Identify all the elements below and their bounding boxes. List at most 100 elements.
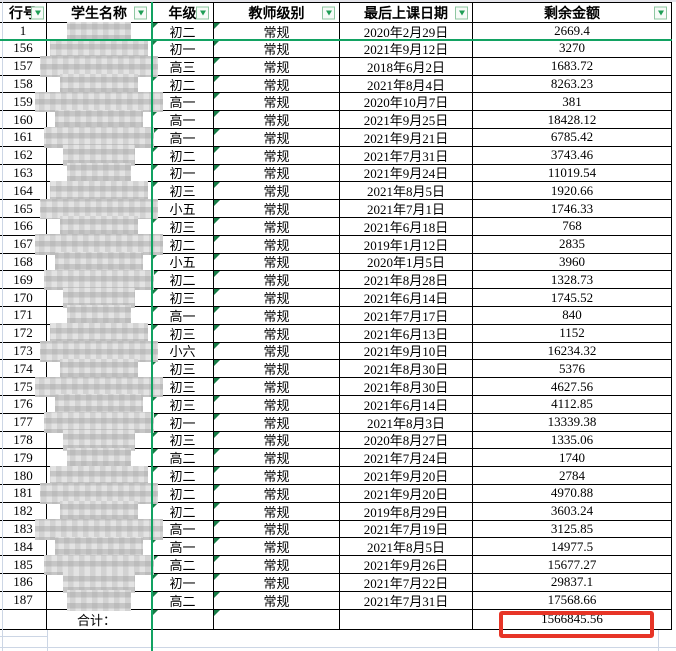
student-name-cell[interactable]	[44, 412, 154, 433]
remaining-amount-cell[interactable]: 16234.32	[473, 342, 672, 360]
teacher-level-cell[interactable]: 常规	[214, 520, 340, 537]
student-name-cell[interactable]	[47, 590, 152, 611]
last-class-date-cell[interactable]: 2021年8月5日	[340, 538, 473, 555]
student-name-cell[interactable]	[47, 74, 152, 95]
grade-cell[interactable]: 高三	[152, 57, 214, 75]
student-name-cell[interactable]	[47, 287, 152, 309]
grade-cell[interactable]: 初三	[152, 360, 214, 377]
remaining-amount-cell[interactable]: 14977.5	[473, 538, 672, 556]
row-number-cell[interactable]: 184	[0, 538, 47, 556]
last-class-date-cell[interactable]: 2020年1月5日	[340, 253, 473, 270]
row-number-cell[interactable]: 185	[0, 556, 47, 573]
grade-cell[interactable]: 初三	[152, 395, 214, 413]
remaining-amount-cell[interactable]: 1920.66	[473, 182, 672, 200]
grade-cell[interactable]: 初一	[152, 413, 214, 431]
student-name-cell[interactable]	[47, 430, 152, 451]
remaining-amount-cell[interactable]: 3270	[473, 40, 672, 57]
row-number-cell[interactable]: 179	[0, 449, 47, 467]
grade-cell[interactable]: 高二	[152, 449, 214, 466]
row-number-cell[interactable]: 170	[0, 289, 47, 306]
last-class-date-cell[interactable]: 2021年8月4日	[340, 75, 473, 93]
last-class-date-cell[interactable]: 2021年8月5日	[340, 182, 473, 199]
teacher-level-cell[interactable]: 常规	[214, 324, 340, 342]
grade-cell[interactable]: 初二	[152, 467, 214, 484]
grade-cell[interactable]: 小五	[152, 200, 214, 217]
student-name-cell[interactable]	[40, 483, 158, 504]
remaining-amount-cell[interactable]: 4112.85	[473, 395, 672, 413]
teacher-level-cell[interactable]: 常规	[214, 289, 340, 306]
teacher-level-cell[interactable]: 常规	[214, 413, 340, 431]
student-name-cell[interactable]	[44, 127, 154, 148]
last-class-date-cell[interactable]: 2021年7月31日	[340, 591, 473, 609]
row-number-cell[interactable]: 158	[0, 75, 47, 93]
remaining-amount-cell[interactable]: 1152	[473, 324, 672, 342]
remaining-amount-cell[interactable]: 2784	[473, 467, 672, 484]
grade-cell[interactable]: 初二	[152, 23, 214, 40]
student-name-cell[interactable]	[44, 554, 154, 576]
filter-dropdown-button[interactable]	[654, 6, 667, 19]
teacher-level-cell[interactable]: 常规	[214, 378, 340, 395]
remaining-amount-cell[interactable]: 1328.73	[473, 271, 672, 289]
remaining-amount-cell[interactable]: 1335.06	[473, 431, 672, 449]
remaining-amount-cell[interactable]: 17568.66	[473, 591, 672, 609]
remaining-amount-cell[interactable]: 5376	[473, 360, 672, 378]
teacher-level-cell[interactable]: 常规	[214, 431, 340, 448]
teacher-level-cell[interactable]: 常规	[214, 360, 340, 377]
teacher-level-cell[interactable]: 常规	[214, 271, 340, 288]
row-number-cell[interactable]: 176	[0, 395, 47, 413]
row-number-cell[interactable]: 164	[0, 182, 47, 200]
remaining-amount-cell[interactable]: 1740	[473, 449, 672, 467]
student-name-cell[interactable]	[47, 252, 152, 273]
grade-cell[interactable]: 初三	[152, 182, 214, 199]
row-number-cell[interactable]: 161	[0, 128, 47, 146]
filter-dropdown-button[interactable]	[31, 6, 44, 19]
teacher-level-cell[interactable]: 常规	[214, 591, 340, 609]
teacher-level-cell[interactable]: 常规	[214, 467, 340, 484]
grade-cell[interactable]: 初三	[152, 217, 214, 235]
last-class-date-cell[interactable]: 2021年6月13日	[340, 324, 473, 342]
teacher-level-cell[interactable]: 常规	[214, 395, 340, 413]
teacher-level-cell[interactable]: 常规	[214, 93, 340, 110]
grade-cell[interactable]: 初一	[152, 40, 214, 57]
grade-cell[interactable]: 高一	[152, 306, 214, 324]
student-name-cell[interactable]	[47, 394, 152, 415]
student-name-cell[interactable]	[40, 341, 158, 362]
remaining-amount-cell[interactable]: 6785.42	[473, 128, 672, 146]
row-number-cell[interactable]: 177	[0, 413, 47, 431]
row-number-cell[interactable]: 174	[0, 360, 47, 378]
last-class-date-cell[interactable]: 2021年9月25日	[340, 111, 473, 128]
student-name-cell[interactable]	[47, 38, 152, 59]
grade-cell[interactable]: 初二	[152, 484, 214, 502]
grade-cell[interactable]: 高二	[152, 556, 214, 573]
last-class-date-cell[interactable]: 2021年7月17日	[340, 306, 473, 324]
teacher-level-cell[interactable]: 常规	[214, 75, 340, 93]
teacher-level-cell[interactable]: 常规	[214, 111, 340, 128]
grade-cell[interactable]: 小六	[152, 342, 214, 359]
remaining-amount-cell[interactable]: 2669.4	[473, 23, 672, 39]
remaining-amount-cell[interactable]: 1745.52	[473, 289, 672, 306]
remaining-amount-cell[interactable]: 3603.24	[473, 502, 672, 520]
student-name-cell[interactable]	[44, 269, 154, 291]
total-row-number-cell[interactable]	[0, 609, 47, 629]
filter-dropdown-button[interactable]	[455, 6, 468, 19]
student-name-cell[interactable]	[47, 145, 152, 166]
grade-cell[interactable]: 高二	[152, 591, 214, 609]
teacher-level-cell[interactable]: 常规	[214, 146, 340, 164]
student-name-cell[interactable]	[47, 501, 152, 522]
row-number-cell[interactable]: 180	[0, 467, 47, 484]
teacher-level-cell[interactable]: 常规	[214, 40, 340, 57]
filter-dropdown-button[interactable]	[322, 6, 335, 19]
teacher-level-cell[interactable]: 常规	[214, 502, 340, 520]
last-class-date-cell[interactable]: 2021年9月10日	[340, 342, 473, 359]
student-name-cell[interactable]	[35, 234, 163, 255]
row-number-cell[interactable]: 1	[0, 23, 47, 39]
teacher-level-cell[interactable]: 常规	[214, 306, 340, 324]
filter-dropdown-button[interactable]	[196, 6, 209, 19]
total-date-cell[interactable]	[340, 609, 473, 629]
remaining-amount-cell[interactable]: 3960	[473, 253, 672, 271]
grade-cell[interactable]: 初三	[152, 324, 214, 342]
teacher-level-cell[interactable]: 常规	[214, 449, 340, 466]
teacher-level-cell[interactable]: 常规	[214, 253, 340, 270]
teacher-level-cell[interactable]: 常规	[214, 556, 340, 573]
teacher-level-cell[interactable]: 常规	[214, 484, 340, 502]
